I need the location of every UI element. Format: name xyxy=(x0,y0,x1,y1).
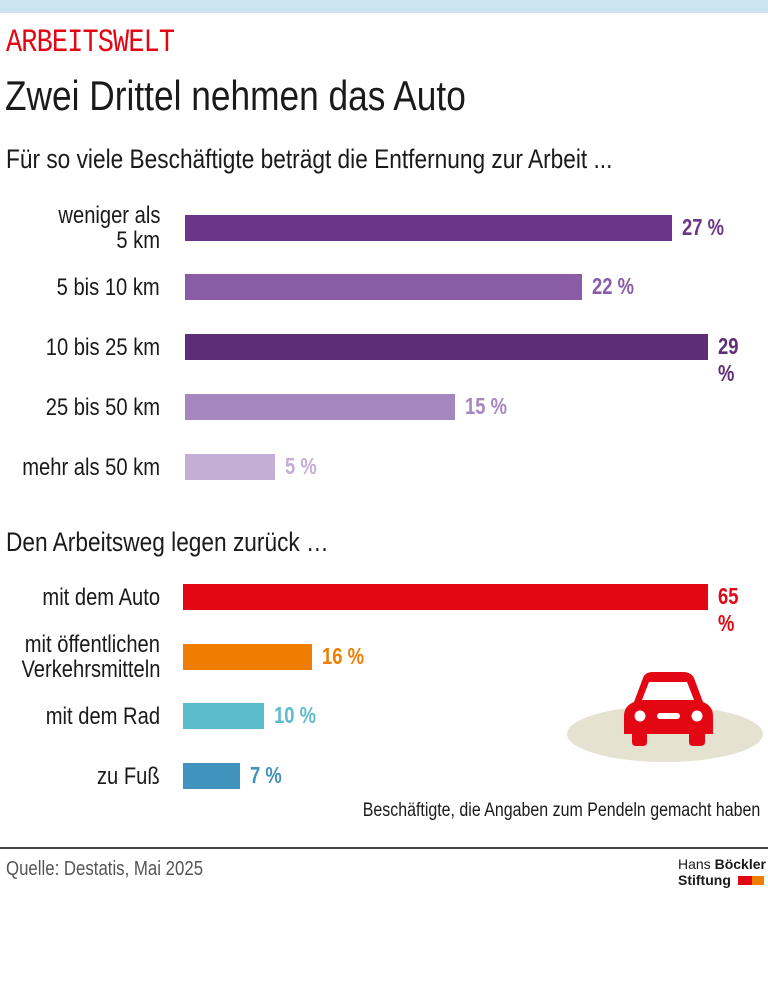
bar xyxy=(185,394,456,420)
bar xyxy=(183,703,264,729)
data-label: 22 % xyxy=(591,273,634,299)
category-label: weniger als 5 km xyxy=(58,202,160,254)
car-icon xyxy=(567,672,763,762)
top-bar xyxy=(0,0,768,13)
divider xyxy=(0,847,768,849)
data-label: 65 % xyxy=(718,583,739,636)
data-label: 16 % xyxy=(322,643,365,669)
page-title: Zwei Drittel nehmen das Auto xyxy=(5,72,466,119)
bar xyxy=(183,644,313,670)
bar xyxy=(183,584,709,610)
chart2-note: Beschäftigte, die Angaben zum Pendeln ge… xyxy=(362,800,760,821)
bar xyxy=(183,763,240,789)
bar xyxy=(185,454,276,480)
kicker: ARBEITSWELT xyxy=(6,24,175,61)
bar xyxy=(185,274,582,300)
data-label: 29 % xyxy=(717,333,739,386)
source: Quelle: Destatis, Mai 2025 xyxy=(6,858,204,880)
category-label: mehr als 50 km xyxy=(22,453,160,481)
category-label: 5 bis 10 km xyxy=(56,273,160,301)
category-label: zu Fuß xyxy=(97,762,160,790)
data-label: 10 % xyxy=(273,702,316,728)
data-label: 7 % xyxy=(249,762,282,788)
data-label: 15 % xyxy=(465,393,508,419)
bar xyxy=(185,215,672,241)
data-label: 27 % xyxy=(681,214,724,240)
logo: Hans Böckler Stiftung xyxy=(678,856,766,888)
chart1-title: Für so viele Beschäftigte beträgt die En… xyxy=(6,144,613,174)
category-label: 10 bis 25 km xyxy=(45,333,160,361)
bar xyxy=(185,334,708,360)
chart2-title: Den Arbeitsweg legen zurück … xyxy=(6,527,329,557)
category-label: 25 bis 50 km xyxy=(45,393,160,421)
category-label: mit dem Rad xyxy=(45,702,160,730)
category-label: mit dem Auto xyxy=(42,583,160,611)
data-label: 5 % xyxy=(285,453,317,479)
category-label: mit öffentlichen Verkehrsmitteln xyxy=(21,631,160,683)
